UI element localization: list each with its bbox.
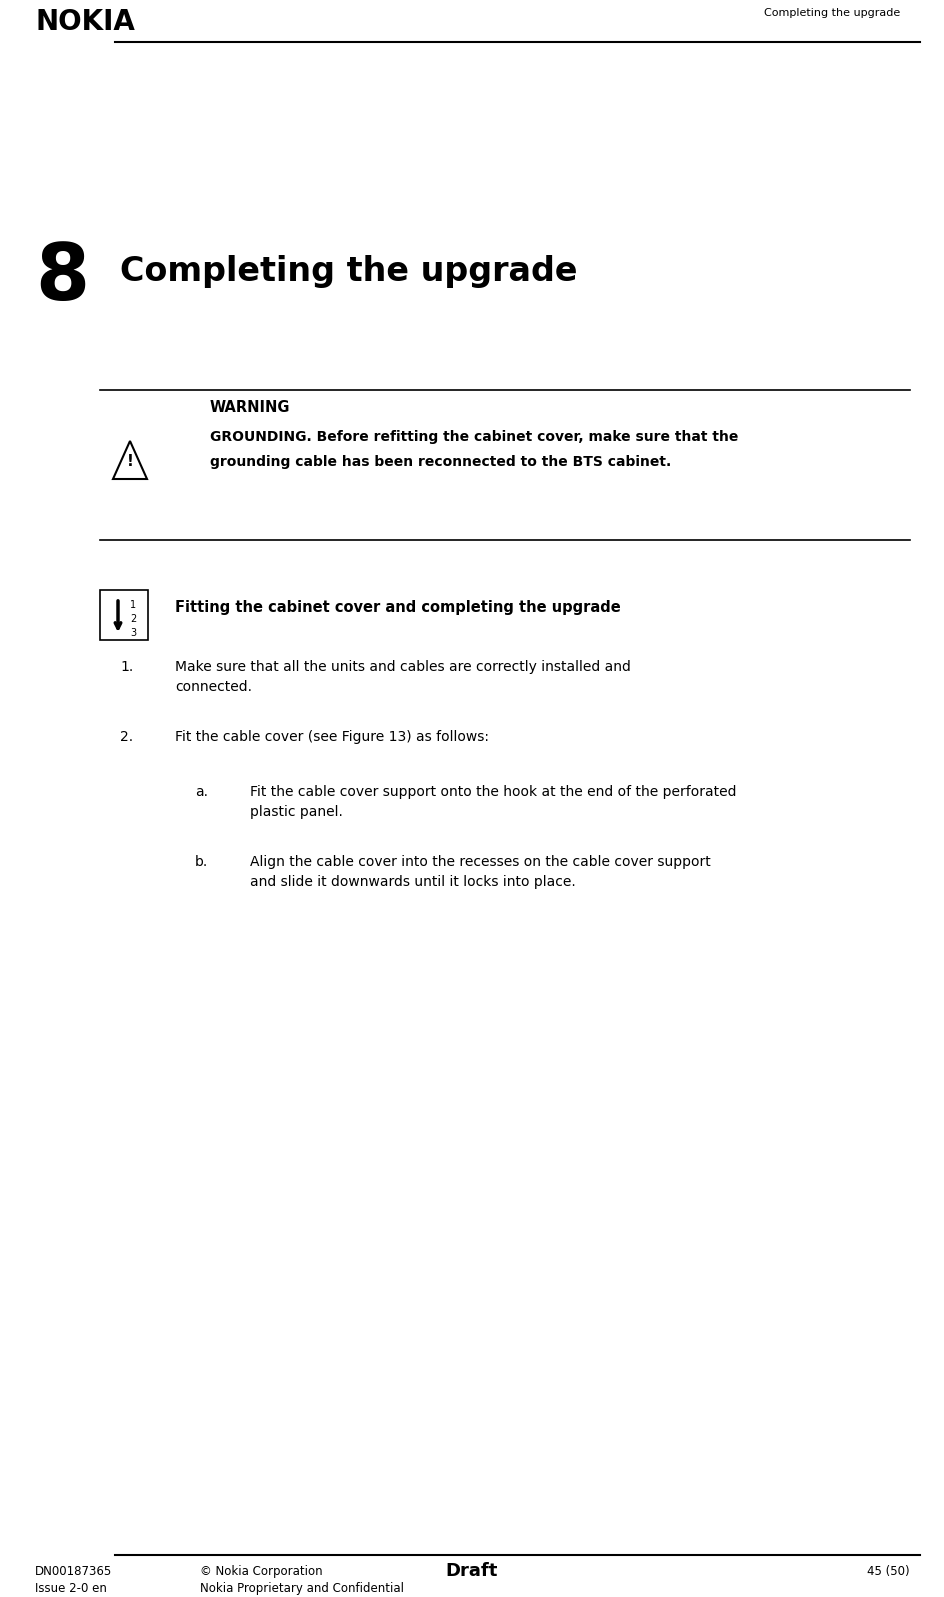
Text: grounding cable has been reconnected to the BTS cabinet.: grounding cable has been reconnected to … [210,455,671,470]
Text: 2.: 2. [120,730,133,744]
Text: NOKIA: NOKIA [35,8,135,37]
Text: 2: 2 [130,613,136,624]
Text: !: ! [126,455,133,470]
Text: b.: b. [195,854,209,869]
Text: Issue 2-0 en: Issue 2-0 en [35,1583,107,1595]
Text: 1.: 1. [120,660,133,674]
Text: 8: 8 [35,240,89,316]
FancyBboxPatch shape [100,589,148,640]
Text: and slide it downwards until it locks into place.: and slide it downwards until it locks in… [250,875,576,890]
Text: DN00187365: DN00187365 [35,1565,112,1578]
Text: 1: 1 [130,600,136,610]
Text: Fit the cable cover support onto the hook at the end of the perforated: Fit the cable cover support onto the hoo… [250,786,736,798]
Text: Completing the upgrade: Completing the upgrade [120,256,578,287]
Text: © Nokia Corporation: © Nokia Corporation [200,1565,323,1578]
Text: GROUNDING. Before refitting the cabinet cover, make sure that the: GROUNDING. Before refitting the cabinet … [210,430,738,444]
Text: Make sure that all the units and cables are correctly installed and: Make sure that all the units and cables … [175,660,631,674]
Text: 3: 3 [130,628,136,637]
Text: a.: a. [195,786,208,798]
Text: 45 (50): 45 (50) [868,1565,910,1578]
Text: Fitting the cabinet cover and completing the upgrade: Fitting the cabinet cover and completing… [175,600,621,615]
Text: Fit the cable cover (see Figure 13) as follows:: Fit the cable cover (see Figure 13) as f… [175,730,489,744]
Text: Align the cable cover into the recesses on the cable cover support: Align the cable cover into the recesses … [250,854,711,869]
Text: connected.: connected. [175,680,252,695]
Text: plastic panel.: plastic panel. [250,805,343,819]
Text: Completing the upgrade: Completing the upgrade [764,8,900,18]
Text: Nokia Proprietary and Confidential: Nokia Proprietary and Confidential [200,1583,404,1595]
Text: WARNING: WARNING [210,399,291,415]
Text: Draft: Draft [446,1562,498,1579]
